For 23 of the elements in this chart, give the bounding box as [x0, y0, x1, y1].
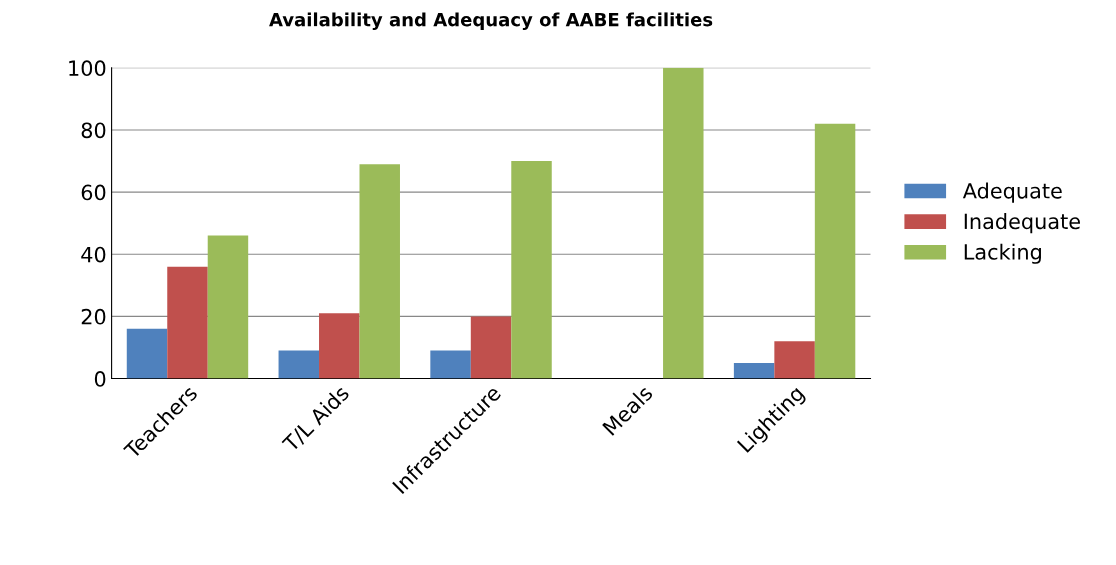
y-tick-label: 40	[81, 246, 106, 263]
bar	[126, 328, 168, 379]
y-tick-label: 0	[94, 371, 106, 387]
legend-label: Lacking	[964, 243, 1041, 264]
y-tick-label: 60	[81, 184, 106, 201]
legend-label: Inadequate	[964, 213, 1080, 234]
legend-label: Adequate	[962, 182, 1062, 203]
bar	[774, 341, 815, 379]
bar	[511, 161, 552, 379]
bar	[814, 123, 856, 379]
bar	[733, 363, 775, 379]
bar	[430, 350, 471, 379]
y-tick-label: 100	[69, 60, 106, 77]
bar	[207, 235, 249, 379]
bar	[167, 266, 208, 379]
y-tick-label: 80	[81, 122, 106, 139]
bar	[359, 164, 400, 379]
bar	[278, 350, 320, 379]
bar	[319, 313, 360, 379]
y-tick-label: 20	[81, 308, 106, 325]
bar	[663, 67, 704, 379]
chart-title: Availability and Adequacy of AABE facilities	[269, 12, 713, 31]
bar	[470, 316, 512, 379]
